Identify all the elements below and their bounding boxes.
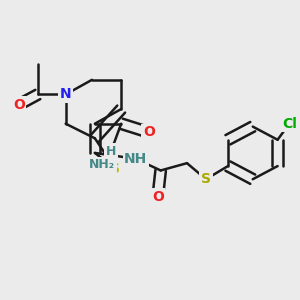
Text: O: O: [13, 98, 25, 112]
Text: O: O: [143, 125, 155, 140]
Text: NH: NH: [124, 152, 147, 166]
Text: N: N: [60, 87, 71, 101]
Text: NH₂: NH₂: [89, 158, 115, 171]
Text: S: S: [110, 162, 120, 176]
Text: Cl: Cl: [282, 117, 297, 131]
Text: O: O: [152, 190, 164, 204]
Text: S: S: [201, 172, 211, 186]
Text: H: H: [106, 145, 116, 158]
